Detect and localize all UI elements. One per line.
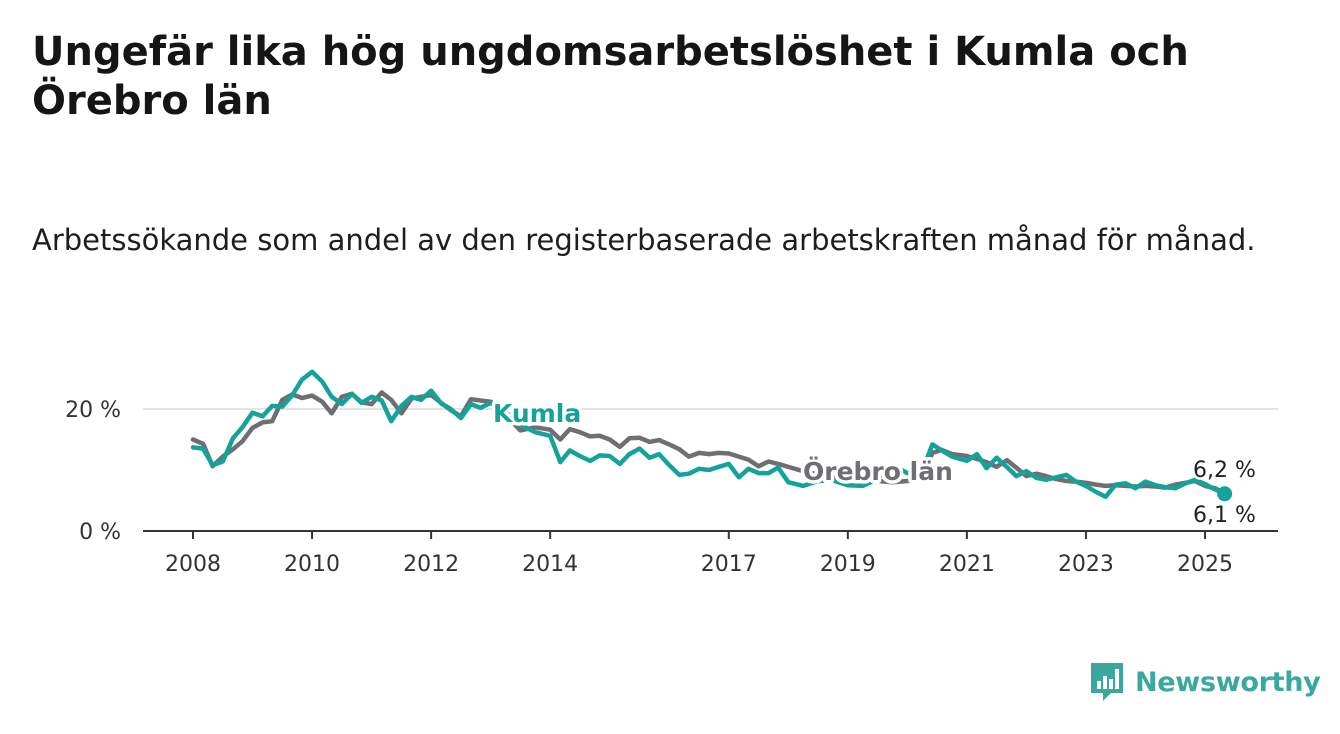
x-tick-label-6: 2021 [939,552,995,577]
newsworthy-logo: Newsworthy [1089,660,1321,704]
x-tick-label-4: 2017 [701,552,757,577]
grid-layer: 0 % 20 % 2008 2010 2012 2014 2017 2019 2021 2023 2… [65,398,1278,577]
y-tick-label-0: 0 % [79,520,121,545]
chart-subtitle: Arbetssökande som andel av den registerb… [32,223,1256,257]
end-value-label-kumla: 6,1 % [1193,503,1256,528]
x-tick-label-8: 2025 [1177,552,1233,577]
label-layer: Örebro län Kumla 6,2 % 6,1 % [490,396,1259,531]
chart-title: Ungefär lika hög ungdomsarbetslöshet i K… [32,29,1189,124]
series-label-orebro-lan: Örebro län [803,456,953,486]
x-tick-label-5: 2019 [820,552,876,577]
brand-name: Newsworthy [1135,666,1321,698]
newsworthy-logo-icon [1091,663,1123,701]
x-tick-label-1: 2010 [284,552,340,577]
x-tick-label-3: 2014 [522,552,578,577]
x-tick-label-7: 2023 [1058,552,1114,577]
kumla-end-point [1217,486,1233,502]
series-label-kumla: Kumla [493,399,581,428]
x-tick-label-2: 2012 [403,552,459,577]
series-layer [190,369,1233,502]
y-tick-label-1: 20 % [65,398,121,423]
end-value-label-orebro-lan: 6,2 % [1193,458,1256,483]
series-line-kumla [190,369,1227,500]
x-tick-label-0: 2008 [165,552,221,577]
